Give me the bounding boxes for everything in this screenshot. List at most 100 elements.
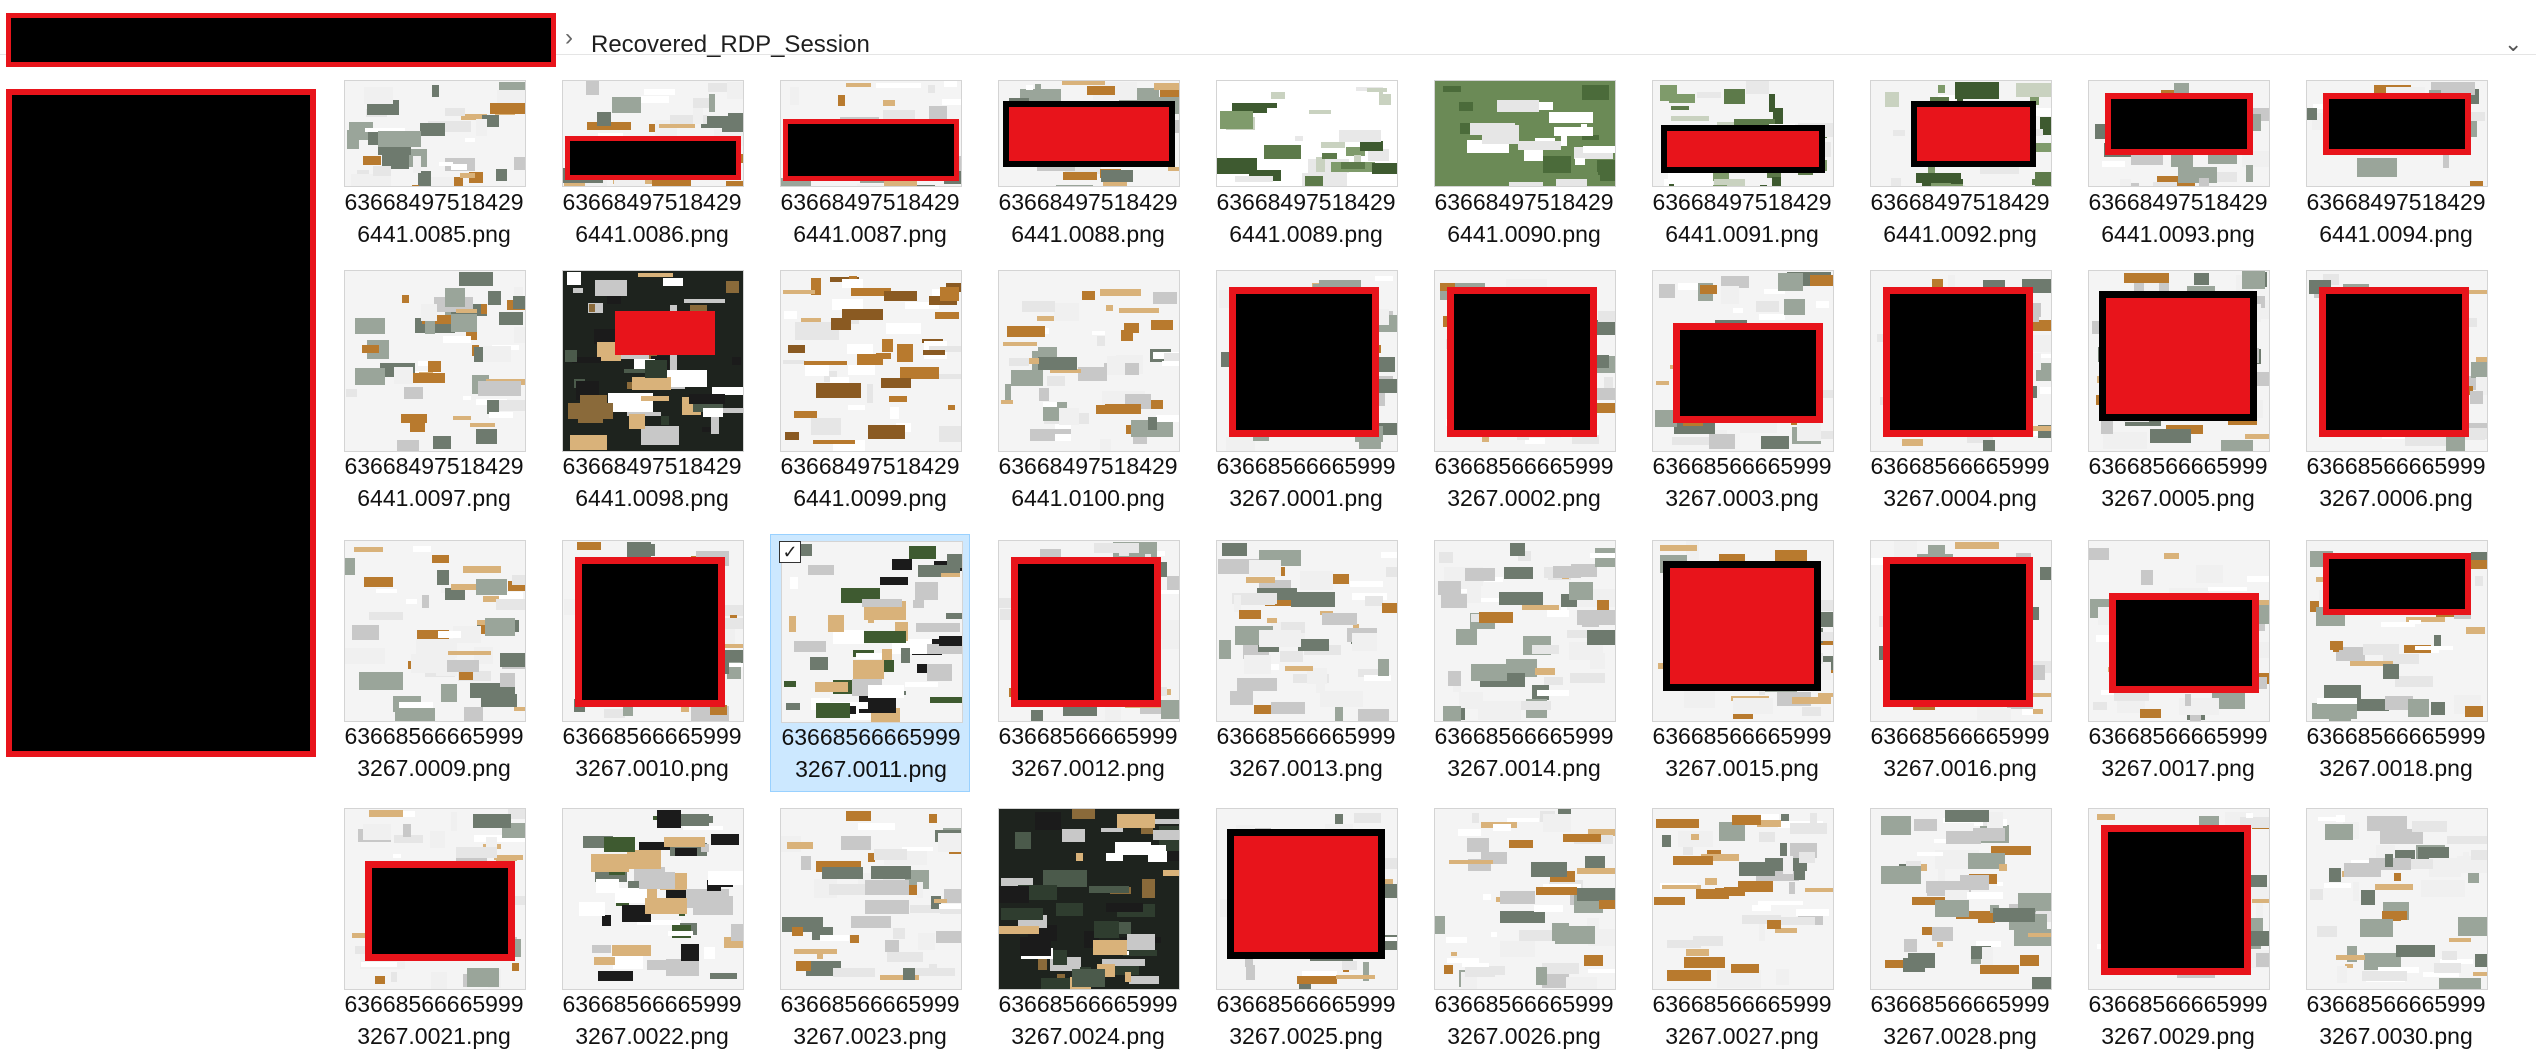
- file-item[interactable]: 63668497518429 6441.0100.png: [988, 264, 1188, 522]
- file-name-line-1: 63668497518429: [998, 189, 1178, 215]
- file-item[interactable]: 63668566665999 3267.0009.png: [334, 534, 534, 792]
- checkbox-icon[interactable]: ✓: [779, 541, 801, 563]
- file-item[interactable]: 63668566665999 3267.0026.png: [1424, 802, 1624, 1060]
- file-name-line-2: 3267.0022.png: [575, 1023, 729, 1049]
- file-thumbnail: [1434, 540, 1616, 722]
- file-name-line-1: 63668497518429: [344, 189, 524, 215]
- file-name: 63668497518429 6441.0089.png: [1196, 186, 1416, 250]
- file-name: 63668497518429 6441.0099.png: [760, 450, 980, 514]
- file-name-line-2: 3267.0024.png: [1011, 1023, 1165, 1049]
- file-name-line-2: 3267.0005.png: [2101, 485, 2255, 511]
- file-item[interactable]: 63668566665999 3267.0022.png: [552, 802, 752, 1060]
- file-name-line-1: 63668497518429: [780, 189, 960, 215]
- file-name-line-1: 63668566665999: [1870, 991, 2050, 1017]
- file-item[interactable]: 63668497518429 6441.0097.png: [334, 264, 534, 522]
- file-name: 63668566665999 3267.0009.png: [324, 720, 544, 784]
- file-name-line-1: 63668566665999: [1870, 723, 2050, 749]
- file-name: 63668566665999 3267.0026.png: [1414, 988, 1634, 1052]
- file-name: 63668566665999 3267.0024.png: [978, 988, 1198, 1052]
- file-item[interactable]: 63668566665999 3267.0015.png: [1642, 534, 1842, 792]
- file-item[interactable]: 63668566665999 3267.0003.png: [1642, 264, 1842, 522]
- file-thumbnail: [344, 540, 526, 722]
- chevron-down-icon[interactable]: ⌄: [2504, 31, 2523, 56]
- file-item[interactable]: 63668566665999 3267.0014.png: [1424, 534, 1624, 792]
- file-thumbnail: [2306, 270, 2488, 452]
- file-item[interactable]: 63668566665999 3267.0023.png: [770, 802, 970, 1060]
- file-name-line-1: 63668566665999: [1652, 453, 1832, 479]
- file-item[interactable]: 63668497518429 6441.0090.png: [1424, 74, 1624, 258]
- file-name: 63668566665999 3267.0025.png: [1196, 988, 1416, 1052]
- file-thumbnail: [1216, 540, 1398, 722]
- file-name-line-2: 3267.0027.png: [1665, 1023, 1819, 1049]
- file-name-line-2: 3267.0028.png: [1883, 1023, 2037, 1049]
- file-item[interactable]: 63668566665999 3267.0027.png: [1642, 802, 1842, 1060]
- file-thumbnail: [1434, 270, 1616, 452]
- file-item[interactable]: 63668566665999 3267.0025.png: [1206, 802, 1406, 1060]
- file-name: 63668566665999 3267.0006.png: [2286, 450, 2506, 514]
- file-name-line-2: 3267.0001.png: [1229, 485, 1383, 511]
- file-item[interactable]: 63668497518429 6441.0094.png: [2296, 74, 2496, 258]
- file-thumbnail: [1870, 808, 2052, 990]
- current-folder-breadcrumb[interactable]: Recovered_RDP_Session: [591, 31, 870, 58]
- file-name: 63668497518429 6441.0092.png: [1850, 186, 2070, 250]
- file-name: 63668497518429 6441.0088.png: [978, 186, 1198, 250]
- file-name: 63668566665999 3267.0013.png: [1196, 720, 1416, 784]
- file-item[interactable]: 63668566665999 3267.0021.png: [334, 802, 534, 1060]
- file-item[interactable]: 63668497518429 6441.0086.png: [552, 74, 752, 258]
- file-item[interactable]: 63668566665999 3267.0016.png: [1860, 534, 2060, 792]
- file-item[interactable]: 63668566665999 3267.0001.png: [1206, 264, 1406, 522]
- file-name-line-1: 63668566665999: [998, 723, 1178, 749]
- file-item[interactable]: 63668497518429 6441.0098.png: [552, 264, 752, 522]
- file-name-line-2: 3267.0026.png: [1447, 1023, 1601, 1049]
- file-name-line-2: 3267.0023.png: [793, 1023, 947, 1049]
- file-item[interactable]: 63668497518429 6441.0092.png: [1860, 74, 2060, 258]
- file-name-line-1: 63668497518429: [2088, 189, 2268, 215]
- file-item[interactable]: 63668566665999 3267.0002.png: [1424, 264, 1624, 522]
- file-item[interactable]: 63668566665999 3267.0004.png: [1860, 264, 2060, 522]
- file-thumbnail: [1216, 808, 1398, 990]
- file-item[interactable]: 63668566665999 3267.0013.png: [1206, 534, 1406, 792]
- file-name-line-1: 63668566665999: [1434, 991, 1614, 1017]
- file-item[interactable]: 63668566665999 3267.0029.png: [2078, 802, 2278, 1060]
- file-item[interactable]: 63668566665999 3267.0006.png: [2296, 264, 2496, 522]
- file-item[interactable]: 63668497518429 6441.0087.png: [770, 74, 970, 258]
- file-item[interactable]: ✓ 63668566665999 3267.0011.png: [770, 534, 970, 792]
- file-name: 63668497518429 6441.0093.png: [2068, 186, 2288, 250]
- file-name-line-2: 3267.0009.png: [357, 755, 511, 781]
- file-item[interactable]: 63668497518429 6441.0089.png: [1206, 74, 1406, 258]
- file-thumbnail: [1870, 80, 2052, 187]
- file-thumbnail: [344, 808, 526, 990]
- address-bar[interactable]: › Recovered_RDP_Session ⌄: [0, 0, 2536, 67]
- chevron-right-icon[interactable]: ›: [565, 24, 573, 51]
- file-item[interactable]: 63668497518429 6441.0091.png: [1642, 74, 1842, 258]
- file-name: 63668566665999 3267.0015.png: [1632, 720, 1852, 784]
- file-item[interactable]: 63668497518429 6441.0093.png: [2078, 74, 2278, 258]
- file-name: 63668566665999 3267.0022.png: [542, 988, 762, 1052]
- file-item[interactable]: 63668566665999 3267.0028.png: [1860, 802, 2060, 1060]
- file-item[interactable]: 63668566665999 3267.0010.png: [552, 534, 752, 792]
- file-item[interactable]: 63668497518429 6441.0088.png: [988, 74, 1188, 258]
- file-name: 63668497518429 6441.0086.png: [542, 186, 762, 250]
- file-thumbnail: [781, 541, 963, 723]
- file-name: 63668566665999 3267.0004.png: [1850, 450, 2070, 514]
- file-item[interactable]: 63668497518429 6441.0085.png: [334, 74, 534, 258]
- file-item[interactable]: 63668566665999 3267.0005.png: [2078, 264, 2278, 522]
- file-thumbnail: [1652, 80, 1834, 187]
- file-name: 63668566665999 3267.0005.png: [2068, 450, 2288, 514]
- file-name-line-1: 63668566665999: [1652, 723, 1832, 749]
- file-name: 63668497518429 6441.0098.png: [542, 450, 762, 514]
- file-item[interactable]: 63668497518429 6441.0099.png: [770, 264, 970, 522]
- file-thumbnail: [562, 808, 744, 990]
- file-item[interactable]: 63668566665999 3267.0030.png: [2296, 802, 2496, 1060]
- file-name-line-1: 63668497518429: [1216, 189, 1396, 215]
- file-thumbnail: [1434, 80, 1616, 187]
- file-item[interactable]: 63668566665999 3267.0017.png: [2078, 534, 2278, 792]
- file-name: 63668497518429 6441.0100.png: [978, 450, 1198, 514]
- file-name-line-2: 3267.0015.png: [1665, 755, 1819, 781]
- file-item[interactable]: 63668566665999 3267.0012.png: [988, 534, 1188, 792]
- file-name: 63668497518429 6441.0097.png: [324, 450, 544, 514]
- file-item[interactable]: 63668566665999 3267.0024.png: [988, 802, 1188, 1060]
- file-name: 63668566665999 3267.0023.png: [760, 988, 980, 1052]
- file-thumbnail: [562, 270, 744, 452]
- file-item[interactable]: 63668566665999 3267.0018.png: [2296, 534, 2496, 792]
